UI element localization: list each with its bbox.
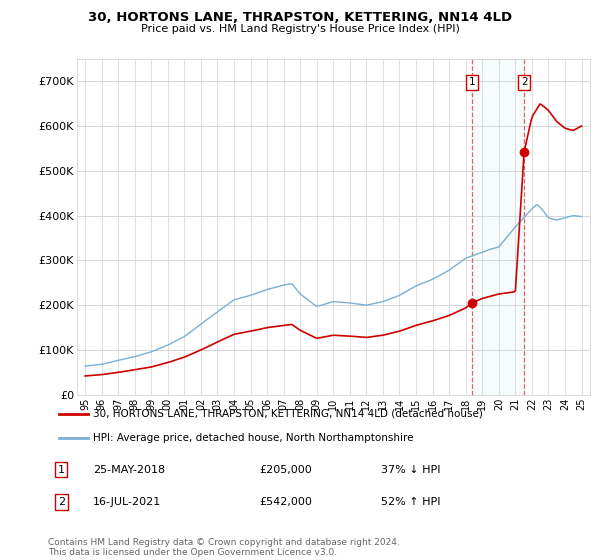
Text: HPI: Average price, detached house, North Northamptonshire: HPI: Average price, detached house, Nort… bbox=[93, 433, 413, 444]
Text: 52% ↑ HPI: 52% ↑ HPI bbox=[380, 497, 440, 507]
Text: 30, HORTONS LANE, THRAPSTON, KETTERING, NN14 4LD (detached house): 30, HORTONS LANE, THRAPSTON, KETTERING, … bbox=[93, 409, 483, 419]
Text: 37% ↓ HPI: 37% ↓ HPI bbox=[380, 464, 440, 474]
Text: 30, HORTONS LANE, THRAPSTON, KETTERING, NN14 4LD: 30, HORTONS LANE, THRAPSTON, KETTERING, … bbox=[88, 11, 512, 24]
Text: £542,000: £542,000 bbox=[259, 497, 312, 507]
Text: Contains HM Land Registry data © Crown copyright and database right 2024.
This d: Contains HM Land Registry data © Crown c… bbox=[48, 538, 400, 557]
Text: 2: 2 bbox=[58, 497, 65, 507]
Text: 1: 1 bbox=[469, 77, 475, 87]
Text: Price paid vs. HM Land Registry's House Price Index (HPI): Price paid vs. HM Land Registry's House … bbox=[140, 24, 460, 34]
Bar bbox=[472, 59, 524, 395]
Text: 16-JUL-2021: 16-JUL-2021 bbox=[93, 497, 161, 507]
Text: 2: 2 bbox=[521, 77, 527, 87]
Text: £205,000: £205,000 bbox=[259, 464, 312, 474]
Text: 25-MAY-2018: 25-MAY-2018 bbox=[93, 464, 165, 474]
Text: 1: 1 bbox=[58, 464, 65, 474]
